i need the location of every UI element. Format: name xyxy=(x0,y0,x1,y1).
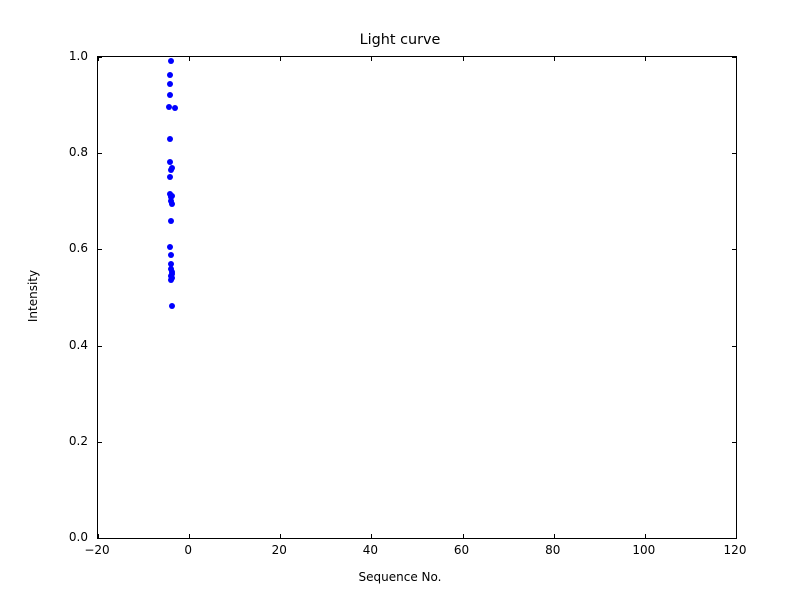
x-tick-label: 0 xyxy=(184,543,192,557)
y-tick xyxy=(98,249,102,251)
y-tick-label: 0.4 xyxy=(68,337,88,352)
data-point xyxy=(167,265,174,272)
y-tick-right xyxy=(732,345,736,347)
y-tick xyxy=(98,441,102,443)
x-tick-label: 60 xyxy=(453,543,470,557)
data-point xyxy=(168,192,175,199)
y-tick-label: 0.8 xyxy=(68,145,88,160)
x-tick-top xyxy=(371,57,373,61)
y-tick xyxy=(98,57,102,58)
data-point xyxy=(168,201,175,208)
x-tick-top xyxy=(553,57,555,61)
x-tick xyxy=(98,534,99,538)
x-tick xyxy=(371,534,373,538)
data-point xyxy=(168,260,175,267)
x-tick-top xyxy=(189,57,191,61)
chart-title: Light curve xyxy=(359,32,441,48)
x-tick-top xyxy=(98,57,99,61)
data-point xyxy=(167,174,173,181)
data-point xyxy=(166,104,173,111)
plot-data-area xyxy=(98,57,736,538)
x-tick-top xyxy=(280,57,282,61)
x-tick xyxy=(189,534,191,538)
x-tick xyxy=(736,534,737,538)
y-tick-right xyxy=(732,249,736,251)
data-point xyxy=(167,91,174,98)
y-axis-label: Intensity xyxy=(26,269,40,323)
x-tick-top xyxy=(644,57,646,61)
data-point xyxy=(167,71,173,78)
x-tick xyxy=(280,534,282,538)
x-tick-label: 80 xyxy=(545,543,561,557)
y-tick xyxy=(98,153,102,155)
data-point xyxy=(167,159,174,166)
y-tick-right xyxy=(732,441,736,443)
data-point xyxy=(167,244,174,251)
data-point xyxy=(167,217,174,224)
plot-axes xyxy=(97,56,737,539)
x-tick-label: 120 xyxy=(723,543,747,557)
data-point xyxy=(172,105,179,112)
y-tick xyxy=(98,345,102,347)
data-point xyxy=(168,277,175,284)
data-point xyxy=(166,80,173,87)
x-tick-top xyxy=(736,57,737,61)
x-tick-label: −20 xyxy=(84,543,110,557)
x-axis-label: Sequence No. xyxy=(358,570,442,584)
y-tick xyxy=(98,538,102,539)
data-point xyxy=(167,136,173,143)
data-point xyxy=(167,57,174,64)
y-tick-right xyxy=(732,153,736,155)
data-point xyxy=(169,164,176,171)
data-point xyxy=(168,302,175,309)
y-tick-right xyxy=(732,538,736,539)
x-tick-label: 100 xyxy=(632,543,656,557)
x-tick-top xyxy=(462,57,464,61)
y-tick-label: 1.0 xyxy=(68,49,88,63)
x-tick-label: 20 xyxy=(271,543,287,557)
y-tick-label: 0.0 xyxy=(68,530,88,544)
y-tick-right xyxy=(732,57,736,58)
y-tick-label: 0.2 xyxy=(68,433,88,448)
y-tick-label: 0.6 xyxy=(68,241,88,256)
data-point xyxy=(168,252,175,259)
x-tick-label: 40 xyxy=(362,543,379,557)
data-point xyxy=(168,270,175,277)
x-tick xyxy=(644,534,646,538)
x-tick xyxy=(553,534,555,538)
x-tick xyxy=(462,534,464,538)
